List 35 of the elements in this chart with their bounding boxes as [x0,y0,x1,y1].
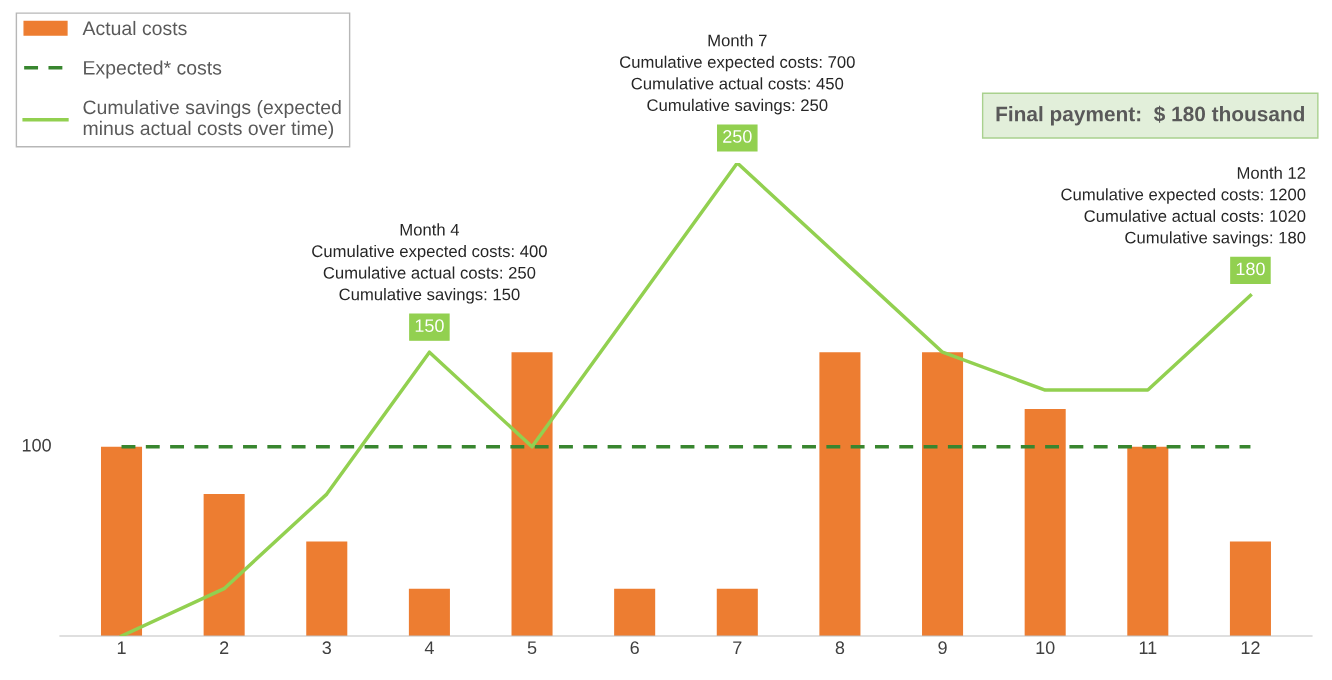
legend-label: Cumulative savings (expected minus actual costs over time) [83,99,341,139]
data-label: 180 [1236,262,1265,276]
annotation: Month 4 Cumulative expected costs: 400 Cumulative actual costs: 250 Cumulative savings: 150 [312,223,547,304]
x-tick-label: 6 [630,641,639,655]
legend-label: Actual costs [82,20,187,36]
data-label: 250 [723,130,752,143]
bar [819,352,861,636]
x-tick-label: 5 [527,641,537,655]
x-tick-label: 11 [1139,641,1157,654]
bar [100,446,143,636]
x-tick-label: 12 [1241,641,1260,654]
annotation: Month 12 Cumulative expected costs: 1200 Cumulative actual costs: 1020 Cumulative savings: 180 [1061,166,1306,247]
bar [716,588,758,636]
x-tick-label: 2 [220,641,229,654]
x-tick-label: 1 [117,641,126,654]
bar [408,588,450,636]
bar [1127,446,1169,636]
bar [511,352,553,636]
x-tick-label: 3 [322,641,331,655]
bar [1024,408,1066,636]
data-label: 150 [415,319,444,333]
x-tick-label: 4 [424,641,434,654]
text: Final payment: $ 180 thousand [996,105,1305,126]
bar [1229,541,1271,636]
x-tick-label: 7 [733,641,742,654]
annotation: Month 7 Cumulative expected costs: 700 Cumulative actual costs: 450 Cumulative savings: 250 [620,34,855,115]
legend-label: Expected* costs [84,60,222,79]
bar [922,352,964,636]
x-tick-label: 8 [835,641,845,655]
x-tick-label: 9 [938,641,947,655]
bar [306,541,348,636]
bar [614,588,656,636]
text: 100 [22,438,51,452]
x-tick-label: 10 [1036,641,1055,655]
bar [203,494,245,636]
